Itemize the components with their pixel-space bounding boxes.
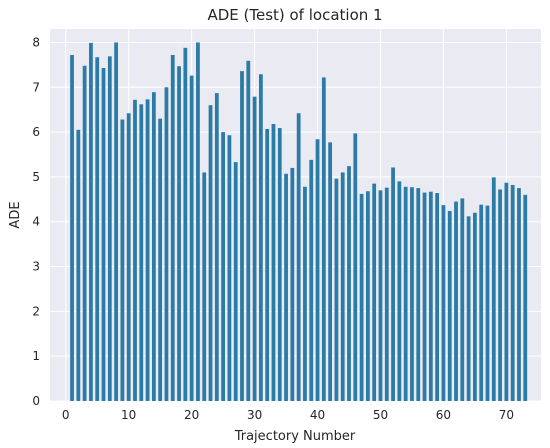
bar xyxy=(447,210,452,401)
bar xyxy=(460,198,465,401)
y-tick-label: 2 xyxy=(32,304,40,318)
bar xyxy=(309,159,314,401)
x-axis-label: Trajectory Number xyxy=(234,429,356,444)
bar xyxy=(76,129,81,401)
bar xyxy=(372,183,377,401)
x-tick-label: 70 xyxy=(499,408,514,422)
plot-background xyxy=(50,29,541,401)
bar xyxy=(321,77,326,401)
bar xyxy=(89,42,93,401)
bar xyxy=(101,67,106,401)
bar xyxy=(240,71,244,401)
bar xyxy=(366,191,370,401)
y-tick-label: 5 xyxy=(32,170,40,184)
bars xyxy=(70,42,528,402)
bar xyxy=(258,74,263,402)
bar xyxy=(277,128,282,401)
bar xyxy=(384,187,389,401)
bar xyxy=(202,172,207,401)
bar xyxy=(397,181,402,401)
y-tick-label: 0 xyxy=(32,394,40,408)
bar xyxy=(95,57,100,401)
y-tick-label: 1 xyxy=(32,349,40,363)
bar xyxy=(252,96,257,401)
bar xyxy=(416,188,421,401)
bar xyxy=(359,193,364,401)
bar xyxy=(340,172,345,401)
bar xyxy=(126,113,131,401)
x-tick-labels: 0 10 20 30 40 50 60 70 xyxy=(62,408,514,422)
bar xyxy=(479,204,484,401)
bar xyxy=(164,87,169,401)
chart-title: ADE (Test) of location 1 xyxy=(207,6,382,24)
bar xyxy=(428,191,433,401)
bar xyxy=(523,194,528,401)
bar xyxy=(410,187,414,401)
bar xyxy=(196,42,200,402)
y-tick-label: 7 xyxy=(32,80,40,94)
y-tick-label: 3 xyxy=(32,260,40,274)
bar xyxy=(454,201,458,401)
bar xyxy=(139,104,144,401)
bar xyxy=(466,216,471,401)
bar xyxy=(347,166,351,401)
bar xyxy=(303,186,307,401)
bar xyxy=(334,178,339,401)
bar xyxy=(246,60,251,401)
bar xyxy=(177,66,181,401)
bar xyxy=(422,192,427,401)
bar xyxy=(485,205,490,401)
bar xyxy=(133,99,137,402)
bar xyxy=(82,65,87,402)
bar xyxy=(391,167,395,401)
bar xyxy=(120,119,125,401)
bar xyxy=(498,189,502,401)
bar xyxy=(271,124,276,401)
y-tick-label: 4 xyxy=(32,215,40,229)
bar xyxy=(70,54,74,402)
bar xyxy=(290,167,295,401)
bar xyxy=(145,99,150,401)
bar xyxy=(189,75,194,401)
y-tick-label: 6 xyxy=(32,125,40,139)
bar xyxy=(315,139,320,401)
bar xyxy=(221,132,225,401)
bar xyxy=(284,173,288,401)
bar xyxy=(265,128,270,401)
bar xyxy=(328,142,333,402)
bar xyxy=(403,186,408,401)
bar xyxy=(473,212,477,401)
bar xyxy=(504,182,509,401)
x-tick-label: 10 xyxy=(121,408,136,422)
bar xyxy=(158,118,163,402)
x-tick-label: 0 xyxy=(62,408,70,422)
x-tick-label: 40 xyxy=(310,408,325,422)
bar xyxy=(208,105,213,401)
bar xyxy=(107,56,112,402)
bar xyxy=(227,135,232,401)
bar xyxy=(441,205,446,401)
bar xyxy=(183,47,188,401)
bar xyxy=(114,42,118,402)
x-tick-label: 30 xyxy=(247,408,262,422)
bar xyxy=(233,162,238,401)
bar xyxy=(435,193,440,401)
x-tick-label: 20 xyxy=(184,408,199,422)
y-tick-labels: 0 1 2 3 4 5 6 7 8 xyxy=(32,35,40,408)
bar xyxy=(517,188,521,401)
y-axis-label: ADE xyxy=(8,201,23,228)
bar xyxy=(214,93,219,402)
bar xyxy=(510,184,515,401)
bar xyxy=(170,54,175,402)
bar xyxy=(151,92,156,401)
bar xyxy=(378,190,383,401)
y-tick-label: 8 xyxy=(32,35,40,49)
x-tick-label: 60 xyxy=(436,408,451,422)
bar xyxy=(296,113,301,401)
bar xyxy=(491,177,496,401)
bar xyxy=(353,133,358,402)
x-tick-label: 50 xyxy=(373,408,388,422)
